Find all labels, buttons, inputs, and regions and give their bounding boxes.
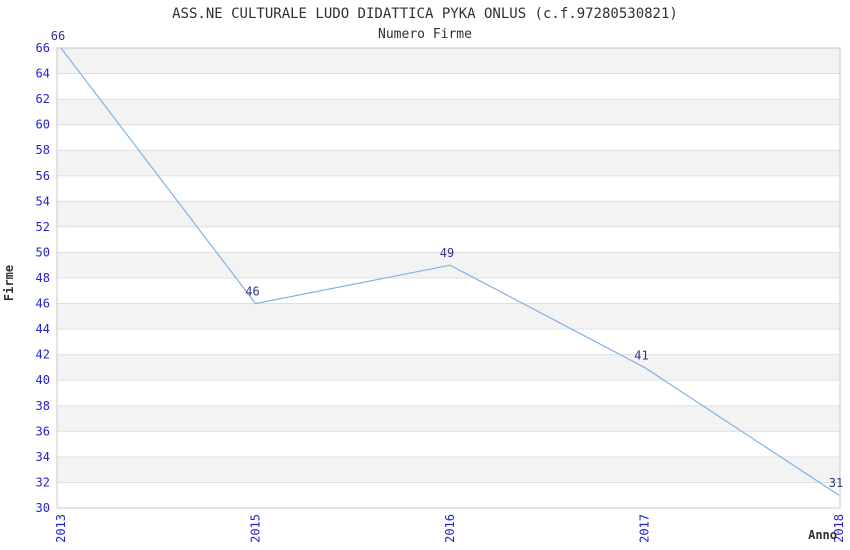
y-tick-label: 48 xyxy=(36,271,50,285)
y-tick-label: 64 xyxy=(36,67,50,81)
plot-band xyxy=(57,456,840,483)
y-tick-label: 44 xyxy=(36,322,50,336)
data-point-label: 49 xyxy=(440,246,454,260)
plot-band xyxy=(57,329,840,355)
x-tick-label: 2016 xyxy=(443,514,457,543)
data-point-label: 31 xyxy=(829,476,843,490)
plot-band xyxy=(57,48,840,74)
x-tick-label: 2017 xyxy=(638,514,652,543)
y-tick-label: 52 xyxy=(36,220,50,234)
plot-border xyxy=(56,47,841,509)
x-tick-label: 2015 xyxy=(249,514,263,543)
y-tick-label: 40 xyxy=(36,373,50,387)
plot-band xyxy=(57,150,840,176)
plot-band xyxy=(57,226,840,253)
y-tick-label: 46 xyxy=(36,297,50,311)
plot-band xyxy=(57,99,840,125)
data-line xyxy=(60,47,840,496)
plot-band xyxy=(57,354,840,381)
plot-band xyxy=(57,73,840,100)
y-tick-label: 42 xyxy=(36,348,50,362)
y-tick-label: 56 xyxy=(36,169,50,183)
chart-title: ASS.NE CULTURALE LUDO DIDATTICA PYKA ONL… xyxy=(172,6,678,22)
plot-band xyxy=(57,303,840,330)
y-tick-label: 50 xyxy=(36,245,50,259)
plot-band xyxy=(57,278,840,304)
plot-band xyxy=(57,201,840,227)
plot-band xyxy=(57,431,840,457)
plot-band xyxy=(57,124,840,151)
y-tick-label: 32 xyxy=(36,475,50,489)
x-axis-title: Anno xyxy=(808,528,837,542)
chart-subtitle: Numero Firme xyxy=(378,27,472,42)
y-tick-label: 62 xyxy=(36,92,50,106)
y-tick-label: 36 xyxy=(36,424,50,438)
y-tick-label: 38 xyxy=(36,399,50,413)
y-tick-label: 30 xyxy=(36,501,50,515)
y-axis-title: Firme xyxy=(2,264,16,302)
plot-band xyxy=(57,482,840,508)
y-tick-label: 66 xyxy=(36,41,50,55)
x-tick-label: 2018 xyxy=(832,514,846,543)
y-tick-label: 54 xyxy=(36,194,50,208)
plot-band xyxy=(57,175,840,202)
y-tick-label: 60 xyxy=(36,118,50,132)
plot-band xyxy=(57,380,840,406)
y-tick-label: 58 xyxy=(36,143,50,157)
data-point-label: 66 xyxy=(51,29,65,43)
x-tick-label: 2013 xyxy=(54,514,68,543)
data-point-label: 41 xyxy=(634,348,648,362)
data-point-label: 46 xyxy=(245,285,259,299)
y-tick-label: 34 xyxy=(36,450,50,464)
